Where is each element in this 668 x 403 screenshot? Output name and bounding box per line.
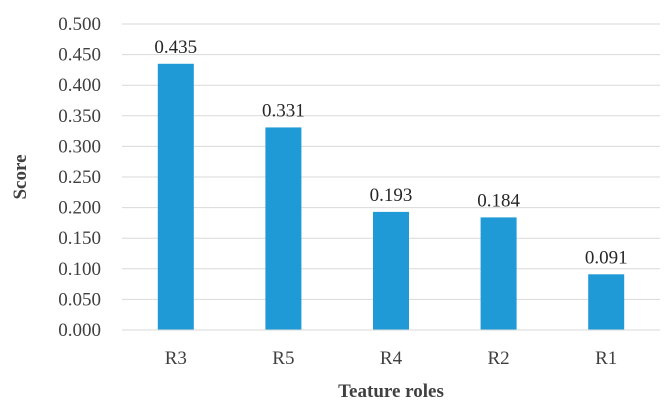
x-tick-label-r1: R1	[595, 348, 617, 369]
data-label-r3: 0.435	[154, 37, 197, 58]
y-tick-label: 0.300	[58, 136, 101, 157]
y-tick-label: 0.050	[58, 289, 101, 310]
x-tick-label-r4: R4	[380, 348, 403, 369]
x-tick-label-r2: R2	[488, 348, 510, 369]
data-label-r5: 0.331	[262, 100, 305, 121]
x-tick-label-r3: R3	[165, 348, 187, 369]
bar-r2	[480, 217, 517, 330]
data-labels: 0.435 0.331 0.193 0.184 0.091	[154, 37, 627, 269]
bar-r4	[373, 211, 409, 330]
x-axis-title: Teature roles	[338, 381, 444, 402]
data-label-r2: 0.184	[477, 190, 520, 211]
y-tick-label: 0.200	[58, 198, 101, 219]
y-axis-title: Score	[10, 154, 31, 199]
bars	[157, 63, 625, 330]
y-tick-label: 0.150	[58, 228, 101, 249]
y-tick-label: 0.450	[58, 45, 101, 66]
data-label-r4: 0.193	[370, 185, 413, 206]
gridlines	[122, 23, 660, 300]
y-tick-label: 0.500	[58, 14, 101, 35]
y-tick-label: 0.350	[58, 106, 101, 127]
bar-r5	[265, 127, 302, 330]
data-label-r1: 0.091	[585, 247, 628, 268]
x-axis-ticks: R3 R5 R4 R2 R1	[165, 348, 618, 369]
bar-r3	[157, 63, 194, 330]
y-axis-ticks: 0.000 0.050 0.100 0.150 0.200 0.250 0.300 0.350…	[58, 14, 101, 341]
y-tick-label: 0.100	[58, 259, 101, 280]
y-tick-label: 0.250	[58, 167, 101, 188]
bar-r1	[588, 274, 625, 330]
y-tick-label: 0.400	[58, 75, 101, 96]
y-tick-label: 0.000	[58, 320, 101, 341]
x-tick-label-r5: R5	[272, 348, 294, 369]
